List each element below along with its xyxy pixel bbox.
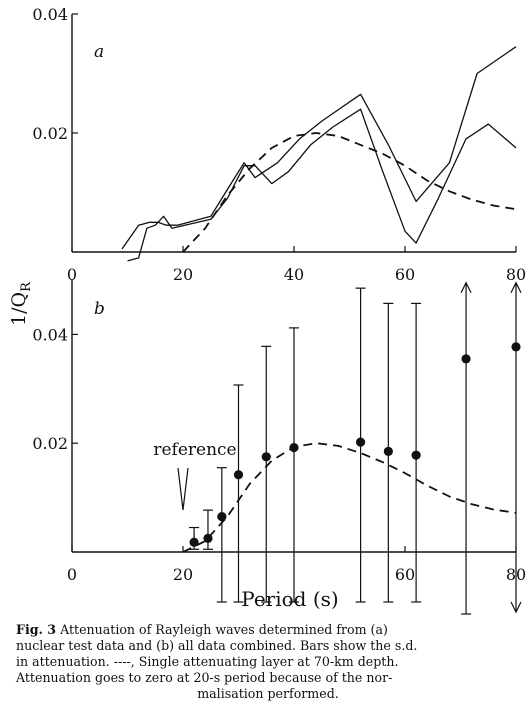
panel-letter: a [94,42,104,62]
caption-fig-label: Fig. 3 [16,622,57,637]
data-point [217,512,227,522]
caption-line-5: malisation performed. [197,686,339,701]
error-arrow-down [510,601,522,614]
data-point [383,446,393,456]
x-tick-label: 80 [506,265,526,284]
panel-a: 0 20 40 60 80 0.02 0.04 a [32,5,526,284]
data-point [411,450,421,460]
model-curve-dashed [182,132,517,253]
error-arrow-up [460,281,472,293]
series-line-1 [121,46,517,250]
caption-text-1: Attenuation of Rayleigh waves determined… [56,622,388,637]
caption-line-4: Attenuation goes to zero at 20-s period … [16,670,393,685]
y-tick-label: 0.02 [32,124,68,143]
caption-line-3: in attenuation. ----, Single attenuating… [16,654,399,669]
x-tick-label: 0 [67,565,77,584]
x-tick-label: 40 [284,265,304,284]
x-tick-label: 0 [67,265,77,284]
reference-marker [177,467,189,511]
y-axis-label-sub: R [19,281,34,292]
y-axis-label-main: 1/Q [8,292,30,326]
y-tick-label: 0.02 [32,434,68,453]
data-point [511,342,521,352]
caption-line-2: nuclear test data and (b) all data combi… [16,638,418,653]
error-arrow-up [510,281,522,293]
y-axis-label: 1/QR [8,281,34,326]
y-tick-label: 0.04 [32,325,68,344]
data-point [356,437,366,447]
data-point [233,470,244,480]
data-point [289,442,299,453]
data-point [189,537,199,547]
x-tick-label: 20 [173,565,193,584]
x-tick-label: 60 [395,565,415,584]
x-axis-title: Period (s) [241,587,338,611]
x-tick-label: 20 [173,265,193,284]
panel-letter: b [94,299,105,319]
caption-line-1: Fig. 3 Attenuation of Rayleigh waves det… [16,622,520,638]
figure-svg: 0 20 40 60 80 0.02 0.04 a 0 20 60 80 0.02 0.04 b refer… [8,5,526,615]
data-point [461,354,471,364]
x-tick-label: 60 [395,265,415,284]
series-line-2 [127,108,517,262]
data-point [261,452,271,462]
data-point [203,533,213,544]
y-tick-label: 0.04 [32,5,68,24]
figure-caption: Fig. 3 Attenuation of Rayleigh waves det… [16,622,520,702]
reference-annotation: reference [153,440,236,460]
